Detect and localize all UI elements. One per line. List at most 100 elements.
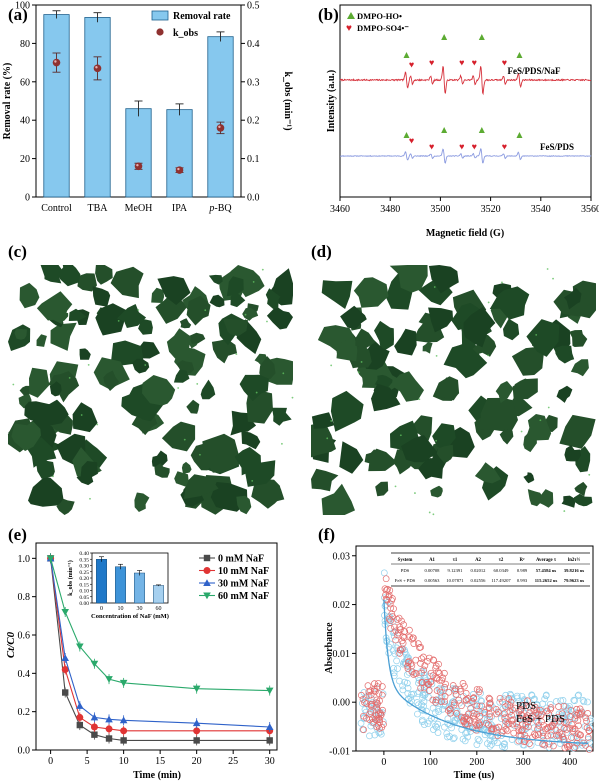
microscopy-speck xyxy=(266,320,268,323)
f-point-fes-pds xyxy=(509,720,516,728)
microscopy-speck xyxy=(261,268,264,271)
f-point-fes-pds xyxy=(417,659,424,667)
f-point-fes-pds xyxy=(490,725,497,733)
microscopy-particle xyxy=(339,441,364,474)
microscopy-speck xyxy=(535,333,538,336)
f-point-fes-pds xyxy=(460,716,467,724)
f-point-pds xyxy=(401,678,408,686)
f-point-pds xyxy=(435,705,442,713)
f-point-fes-pds xyxy=(507,698,515,706)
microscopy-particle xyxy=(472,333,497,357)
f-point-pds xyxy=(556,740,564,747)
b-spectrum-fes-pds xyxy=(340,148,592,164)
microscopy-particle xyxy=(463,306,496,348)
b-so4-marker: ♥ xyxy=(502,142,507,152)
f-point-pds xyxy=(506,690,514,698)
f-point-fes-pds xyxy=(515,708,523,716)
microscopy-particle xyxy=(19,282,40,309)
microscopy-particle xyxy=(111,340,144,367)
f-point-pds xyxy=(539,700,547,708)
f-point-pds xyxy=(399,682,406,690)
b-so4-marker: ♥ xyxy=(472,142,477,152)
a-bar-IPA xyxy=(166,109,193,198)
microscopy-particle xyxy=(34,455,55,479)
f-point-pds xyxy=(425,717,433,725)
f-point-fes-pds xyxy=(418,679,426,686)
f-point-fes-pds xyxy=(450,701,458,709)
f-point-fes-pds xyxy=(389,595,396,602)
f-ylabel: Absorbance xyxy=(324,622,335,674)
f-point-pds xyxy=(473,741,481,749)
f-point-fes-pds xyxy=(441,683,449,691)
f-point-fes-pds xyxy=(485,694,493,702)
f-point-fes-pds xyxy=(365,692,373,699)
b-hoo-marker xyxy=(516,52,523,58)
f-point-fes-pds xyxy=(547,731,555,739)
f-point-pds xyxy=(563,706,571,714)
f-point-fes-pds xyxy=(531,730,538,738)
f-point-fes-pds xyxy=(582,714,590,722)
f-point-fes-pds xyxy=(420,684,428,692)
panel-label-e: (e) xyxy=(8,525,27,544)
microscopy-particle xyxy=(437,377,459,401)
f-table-cell: 0.989 xyxy=(517,568,528,573)
microscopy-speck xyxy=(394,485,397,488)
f-point-fes-pds xyxy=(576,711,584,719)
a-category-label: Control xyxy=(41,203,72,214)
microscopy-particle xyxy=(116,304,147,328)
f-point-fes-pds xyxy=(473,722,480,729)
f-table-cell: 39.8216 us xyxy=(564,568,585,573)
f-point-pds xyxy=(513,692,521,700)
microscopy-particle xyxy=(371,383,401,412)
microscopy-speck xyxy=(520,430,523,433)
f-point-pds xyxy=(385,649,393,657)
b-hoo-marker xyxy=(441,127,448,133)
e-point xyxy=(266,737,273,744)
f-point-pds xyxy=(476,702,483,709)
f-point-fes-pds xyxy=(416,644,423,651)
b-legend-hoo: DMPO-HO• xyxy=(357,11,402,21)
e-xtick-label: 5 xyxy=(85,756,90,767)
microscopy-particle xyxy=(374,320,394,353)
f-point-fes-pds xyxy=(544,732,551,740)
f-point-pds xyxy=(561,714,569,722)
e-point xyxy=(265,723,274,730)
f-point-fes-pds xyxy=(486,699,494,707)
a-y2tick-label: 0.2 xyxy=(247,116,260,127)
f-point-fes-pds xyxy=(470,712,477,720)
e-point xyxy=(105,676,113,683)
microscopy-speck xyxy=(552,277,554,280)
f-point-fes-pds xyxy=(396,623,403,631)
e-point xyxy=(193,737,200,744)
f-point-fes-pds xyxy=(574,717,582,724)
e-point xyxy=(76,721,84,729)
f-point-pds xyxy=(419,716,426,724)
f-point-fes-pds xyxy=(397,646,405,654)
f-point-fes-pds xyxy=(406,633,413,641)
microscopy-speck xyxy=(196,383,199,385)
f-point-fes-pds xyxy=(380,720,387,728)
b-so4-marker: ♥ xyxy=(429,142,434,152)
microscopy-particle xyxy=(394,328,417,356)
microscopy-particle xyxy=(430,485,443,498)
microscopy-particle xyxy=(564,287,582,310)
microscopy-particle xyxy=(526,414,552,441)
f-table-header: Average τ xyxy=(536,558,557,563)
microscopy-particle xyxy=(259,356,276,382)
f-point-fes-pds xyxy=(446,709,454,717)
f-point-fes-pds xyxy=(377,711,385,719)
f-point-pds xyxy=(379,690,387,698)
f-point-fes-pds xyxy=(411,670,419,677)
f-point-pds xyxy=(448,724,455,732)
a-kobs-point-highlight xyxy=(177,167,180,171)
f-point-fes-pds xyxy=(547,705,554,713)
f-point-fes-pds xyxy=(378,683,386,690)
microscopy-particle xyxy=(77,273,97,292)
microscopy-speck xyxy=(399,434,402,437)
e-legend-label: 0 mM NaF xyxy=(218,554,264,565)
a-ytick-label: 100 xyxy=(15,1,30,12)
microscopy-speck xyxy=(96,423,99,426)
f-point-fes-pds xyxy=(462,689,470,697)
b-hoo-marker xyxy=(516,132,523,138)
f-point-fes-pds xyxy=(486,695,494,703)
